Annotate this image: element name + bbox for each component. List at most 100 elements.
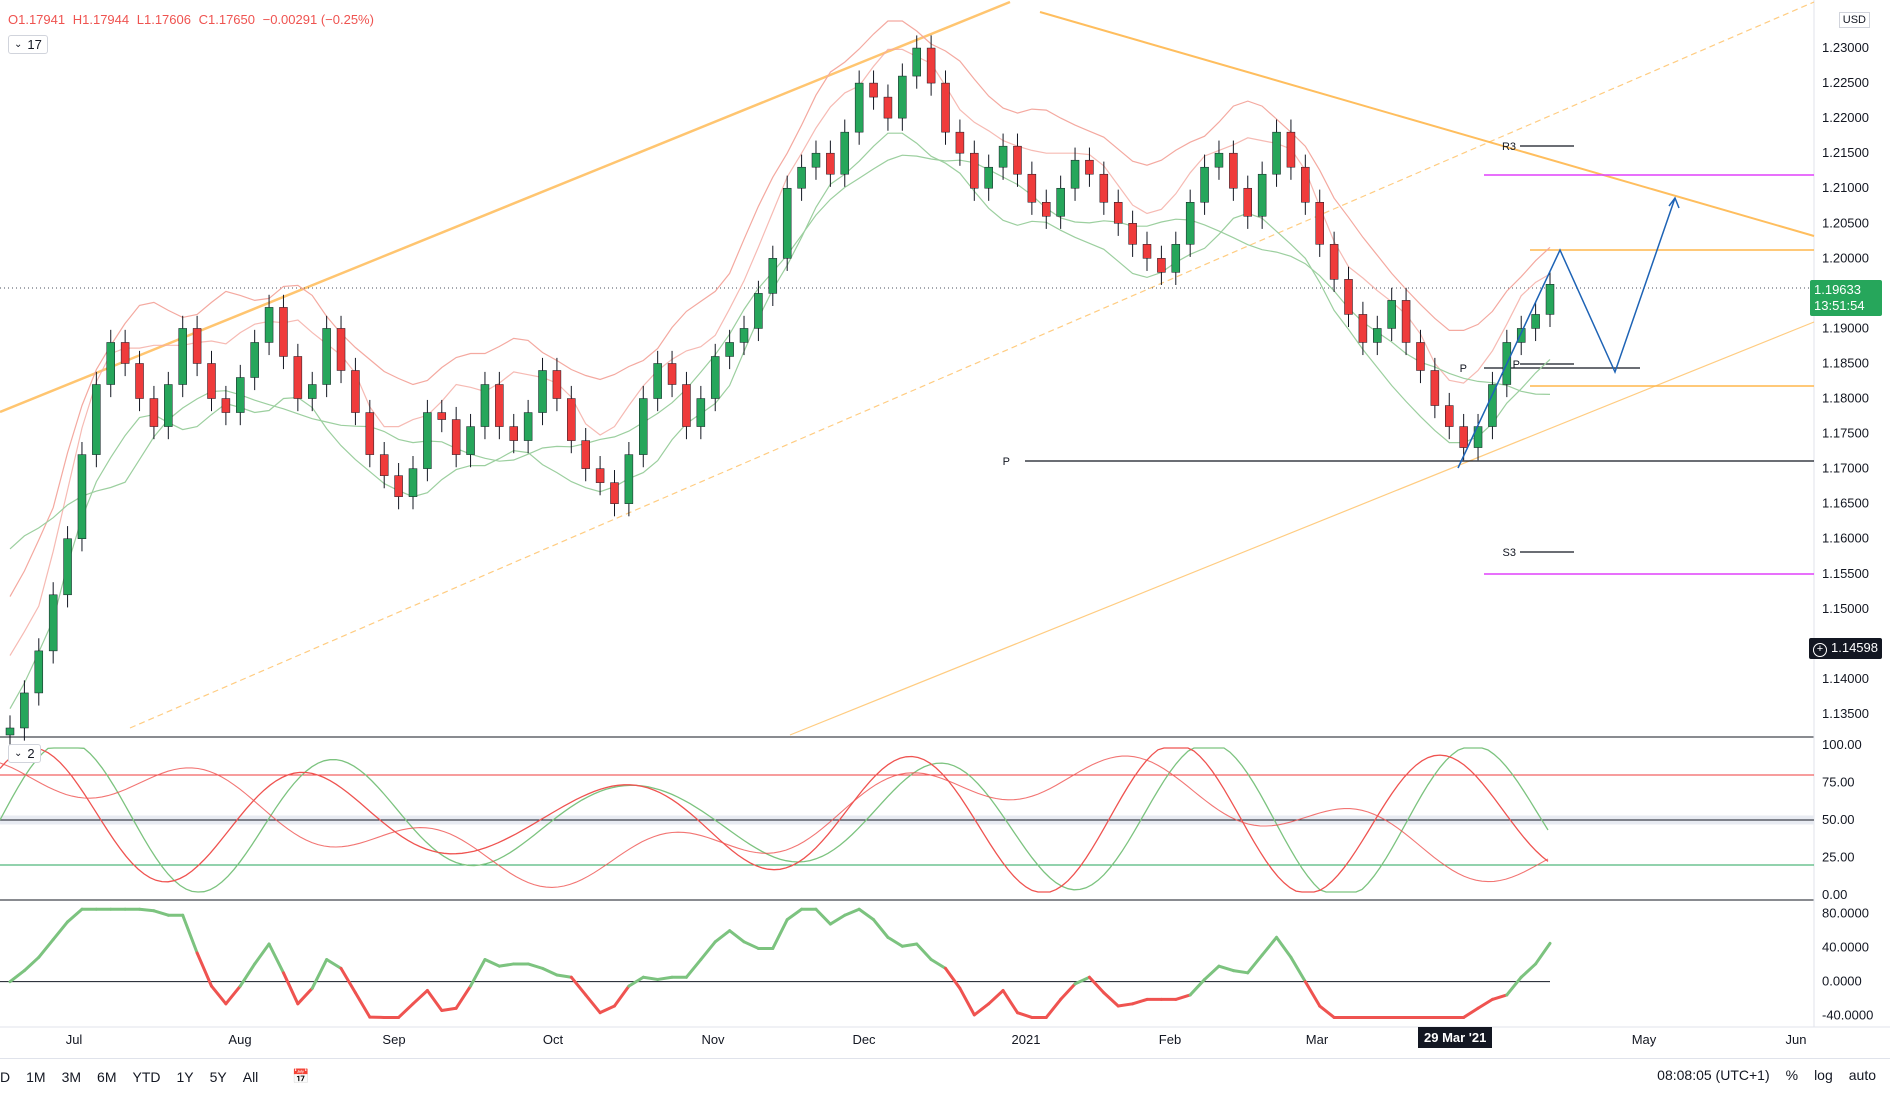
candle-body bbox=[639, 399, 647, 455]
momentum-segment bbox=[902, 944, 916, 946]
timeframe-3m[interactable]: 3M bbox=[62, 1069, 81, 1085]
candle-body bbox=[999, 146, 1007, 167]
timeframe-5y[interactable]: 5Y bbox=[210, 1069, 227, 1085]
candle-body bbox=[1172, 244, 1180, 272]
price-axis[interactable]: 1.230001.225001.220001.215001.210001.205… bbox=[1822, 40, 1873, 1023]
timeframe-1y[interactable]: 1Y bbox=[176, 1069, 193, 1085]
percent-toggle[interactable]: % bbox=[1786, 1067, 1798, 1083]
momentum-segment bbox=[1075, 977, 1089, 984]
momentum-segment bbox=[68, 909, 82, 922]
price-tick-label: 1.13500 bbox=[1822, 706, 1869, 721]
momentum-tick-label: 80.0000 bbox=[1822, 906, 1869, 921]
momentum-segment bbox=[39, 940, 53, 958]
time-tick-label: Mar bbox=[1306, 1032, 1329, 1047]
candle-body bbox=[682, 385, 690, 427]
momentum-segment bbox=[312, 960, 326, 989]
candle-body bbox=[1330, 244, 1338, 279]
candle-body bbox=[898, 76, 906, 118]
bollinger-mid-upper bbox=[10, 49, 1550, 655]
trendline-upper bbox=[0, 2, 1010, 412]
candle-body bbox=[207, 363, 215, 398]
candle-body bbox=[164, 385, 172, 427]
pivot-label-p3: P bbox=[1003, 456, 1010, 468]
time-tick-label: Dec bbox=[852, 1032, 876, 1047]
candle-body bbox=[754, 293, 762, 328]
momentum-tick-label: 0.0000 bbox=[1822, 974, 1862, 989]
momentum-tick-label: -40.0000 bbox=[1822, 1008, 1873, 1023]
momentum-segment bbox=[787, 909, 801, 919]
candle-body bbox=[495, 385, 503, 427]
momentum-segment bbox=[1003, 991, 1017, 1013]
auto-toggle[interactable]: auto bbox=[1849, 1067, 1876, 1083]
timeframe-all[interactable]: All bbox=[243, 1069, 259, 1085]
momentum-segment bbox=[701, 942, 715, 960]
candle-body bbox=[927, 48, 935, 83]
candle-body bbox=[366, 413, 374, 455]
chevron-down-icon[interactable]: ⌄ bbox=[14, 39, 22, 50]
time-tick-label: 2021 bbox=[1012, 1032, 1041, 1047]
candle-body bbox=[870, 83, 878, 97]
date-marker: 29 Mar '21 bbox=[1418, 1027, 1492, 1048]
momentum-segment bbox=[528, 964, 542, 968]
timeframe-6m[interactable]: 6M bbox=[97, 1069, 116, 1085]
momentum-segment bbox=[183, 915, 197, 953]
price-tick-label: 1.18500 bbox=[1822, 355, 1869, 370]
momentum-segment bbox=[1320, 1006, 1334, 1017]
timeframe-d[interactable]: D bbox=[0, 1069, 10, 1085]
momentum-segment bbox=[1205, 966, 1219, 979]
momentum-segment bbox=[1248, 955, 1262, 973]
candle-body bbox=[884, 97, 892, 118]
candle-body bbox=[783, 188, 791, 258]
candle-body bbox=[136, 363, 144, 398]
open-value: O1.17941 bbox=[8, 12, 65, 27]
chevron-down-icon[interactable]: ⌄ bbox=[14, 748, 22, 759]
momentum-pane[interactable] bbox=[0, 909, 1550, 1017]
log-toggle[interactable]: log bbox=[1814, 1067, 1833, 1083]
momentum-segment bbox=[1464, 1008, 1478, 1017]
calendar-range-icon[interactable]: 📅 bbox=[292, 1068, 309, 1085]
candle-body bbox=[913, 48, 921, 76]
candle-body bbox=[1359, 314, 1367, 342]
candle-body bbox=[553, 370, 561, 398]
timeframe-ytd[interactable]: YTD bbox=[132, 1069, 160, 1085]
momentum-segment bbox=[427, 991, 441, 1011]
indicator-legend-1[interactable]: ⌄ 17 bbox=[8, 35, 48, 54]
timeframe-1m[interactable]: 1M bbox=[26, 1069, 45, 1085]
momentum-segment bbox=[413, 991, 427, 1004]
candle-body bbox=[337, 328, 345, 370]
momentum-segment bbox=[917, 944, 931, 960]
momentum-segment bbox=[269, 944, 283, 973]
candle-body bbox=[1157, 258, 1165, 272]
momentum-segment bbox=[1277, 937, 1291, 957]
momentum-segment bbox=[859, 909, 873, 919]
price-tick-label: 1.19000 bbox=[1822, 320, 1869, 335]
candle-body bbox=[740, 328, 748, 342]
candle-body bbox=[769, 258, 777, 293]
candle-body bbox=[539, 370, 547, 412]
candle-body bbox=[970, 153, 978, 188]
candle-body bbox=[1431, 370, 1439, 405]
momentum-segment bbox=[946, 968, 960, 988]
currency-badge[interactable]: USD bbox=[1839, 12, 1870, 28]
candle-body bbox=[697, 399, 705, 427]
candle-body bbox=[668, 363, 676, 384]
oscillator-pane[interactable] bbox=[0, 748, 1814, 892]
momentum-segment bbox=[1061, 984, 1075, 1000]
clock[interactable]: 08:08:05 (UTC+1) bbox=[1657, 1067, 1769, 1083]
candle-body bbox=[1445, 406, 1453, 427]
candle-body bbox=[1416, 342, 1424, 370]
indicator-legend-2[interactable]: ⌄ 2 bbox=[8, 744, 41, 763]
candle-body bbox=[1373, 328, 1381, 342]
momentum-segment bbox=[341, 968, 355, 992]
momentum-segment bbox=[1507, 977, 1521, 995]
candle-body bbox=[524, 413, 532, 441]
plus-circle-icon[interactable]: + bbox=[1813, 643, 1827, 657]
candle-body bbox=[265, 307, 273, 342]
candle-body bbox=[20, 693, 28, 728]
candle-body bbox=[1244, 188, 1252, 216]
momentum-segment bbox=[686, 960, 700, 978]
price-tick-label: 1.14000 bbox=[1822, 671, 1869, 686]
